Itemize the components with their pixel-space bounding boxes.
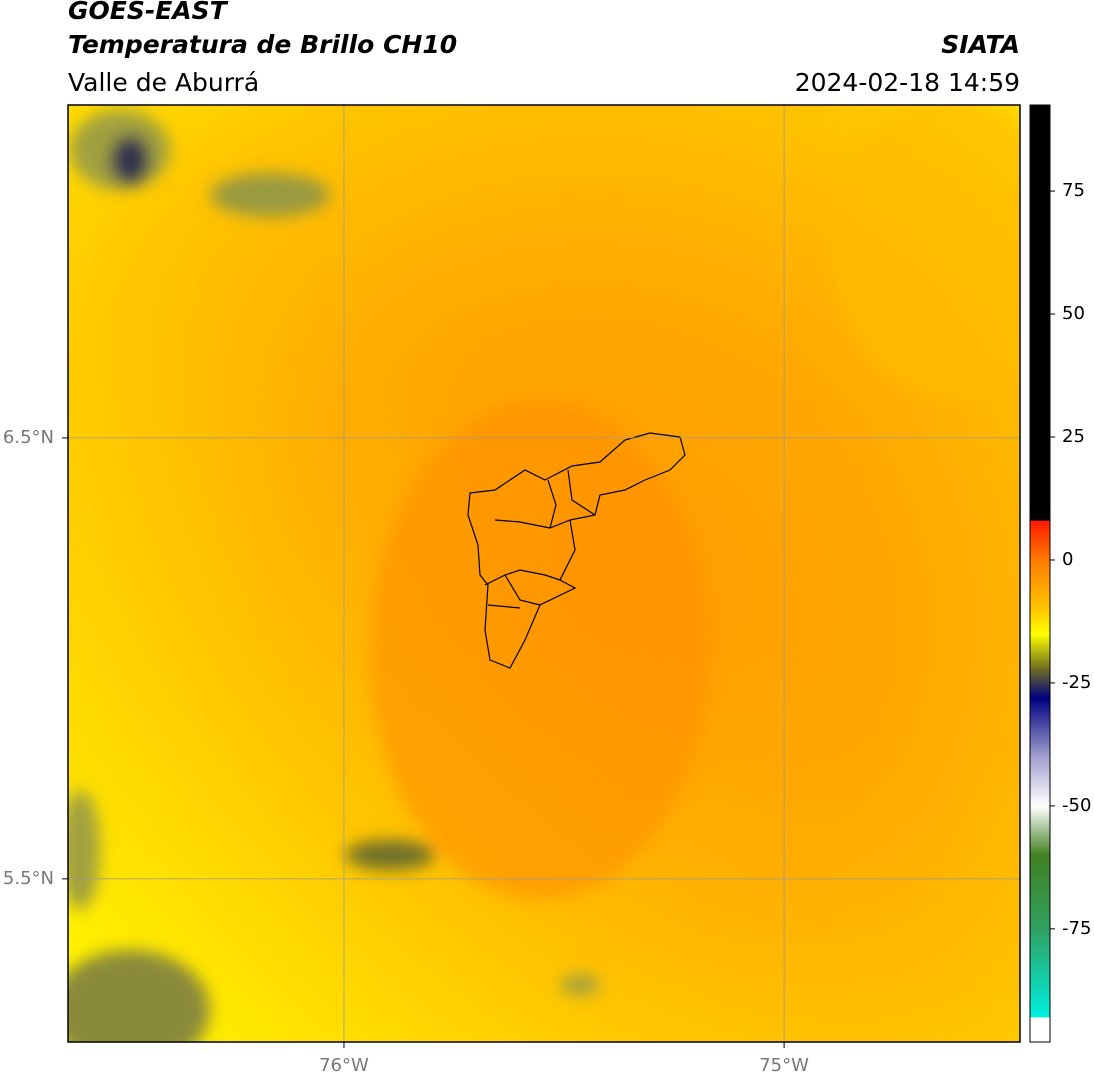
colorbar-segment <box>1030 805 1050 856</box>
colorbar-frame <box>1029 104 1051 1043</box>
colorbar-segment <box>1030 855 1050 930</box>
subtitle: Temperatura de Brillo CH10 <box>68 30 458 59</box>
colorbar-segment <box>1030 928 1050 1018</box>
map-frame <box>67 104 1021 1043</box>
map-image <box>68 105 1020 1042</box>
colorbar-tick-label: 50 <box>1062 303 1085 324</box>
lat-label: 6.5°N <box>3 427 54 448</box>
lat-label: 5.5°N <box>3 868 54 889</box>
colorbar-tick-label: -50 <box>1062 795 1091 816</box>
colorbar-segment <box>1030 609 1050 635</box>
region: Valle de Aburrá <box>68 68 260 97</box>
colorbar-tick-label: 75 <box>1062 180 1085 201</box>
colorbar-segment <box>1030 633 1050 669</box>
lon-label: 76°W <box>319 1055 369 1076</box>
colorbar-tick-label: 0 <box>1062 549 1073 570</box>
colorbar-segment <box>1030 559 1050 610</box>
colorbar-segment <box>1030 756 1050 807</box>
lon-label: 75°W <box>759 1055 809 1076</box>
colorbar-tick-label: 25 <box>1062 426 1085 447</box>
colorbar-segment <box>1030 520 1050 561</box>
source: SIATA <box>941 30 1020 59</box>
colorbar-segment <box>1030 1017 1050 1043</box>
municipal-boundaries <box>467 432 686 669</box>
datetime: 2024-02-18 14:59 <box>794 68 1020 97</box>
colorbar-segment <box>1030 105 1050 522</box>
colorbar-tick-label: -75 <box>1062 918 1091 939</box>
colorbar-segment <box>1030 668 1050 699</box>
colorbar-segment <box>1030 697 1050 758</box>
colorbar-tick-label: -25 <box>1062 672 1091 693</box>
title: GOES-EAST <box>68 0 227 25</box>
